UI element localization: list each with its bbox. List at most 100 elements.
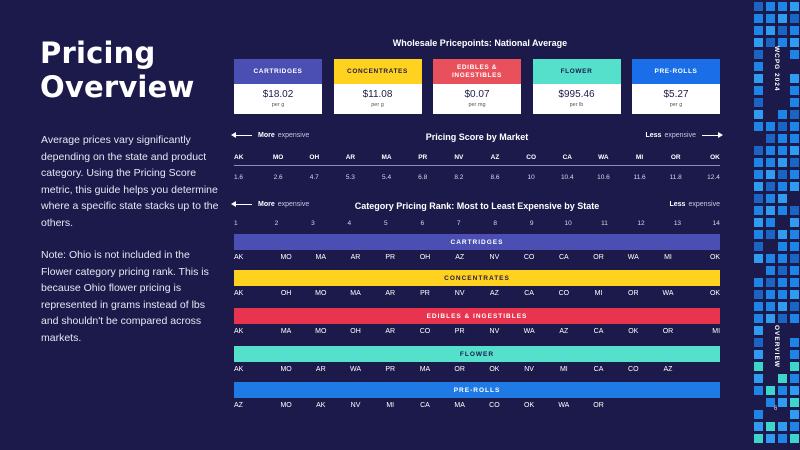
decorative-square — [778, 170, 787, 179]
decorative-square — [754, 86, 763, 95]
decorative-square — [790, 398, 799, 407]
score-state: AZ — [490, 154, 500, 161]
score-value: 12.4 — [707, 174, 720, 181]
decorative-square — [778, 422, 787, 431]
decorative-square — [766, 194, 775, 203]
decorative-square — [790, 422, 799, 431]
category-state: OR — [628, 290, 639, 297]
decorative-square — [790, 434, 799, 443]
decorative-square — [790, 410, 799, 419]
price-unit: per mg — [468, 102, 486, 108]
decorative-square — [754, 374, 763, 383]
category-state: AR — [385, 290, 396, 297]
decorative-square — [790, 38, 799, 47]
decorative-square — [766, 266, 775, 275]
decorative-square — [766, 182, 775, 191]
score-values-row: 1.6 2.6 4.7 5.3 5.4 6.8 8.2 8.6 10 10.4 10.6 11.6 11… — [234, 174, 720, 181]
decorative-square — [754, 350, 763, 359]
category-state: WA — [350, 366, 362, 373]
price-card-body: $995.46 per lb — [532, 84, 621, 114]
page-number: 6 — [774, 406, 778, 412]
description: Average prices vary significantly depend… — [41, 132, 221, 362]
decorative-square — [754, 386, 763, 395]
less-expensive-label: expensive — [664, 132, 696, 139]
decorative-square — [766, 302, 775, 311]
decorative-square — [754, 422, 763, 431]
rank-number: 12 — [637, 220, 645, 227]
category-bar: FLOWER — [234, 346, 720, 362]
decorative-square — [778, 110, 787, 119]
decorative-square — [790, 374, 799, 383]
rank-number: 1 — [234, 220, 238, 227]
score-value: 5.3 — [345, 174, 355, 181]
page-title: Pricing Overview — [40, 36, 195, 104]
score-state: AR — [345, 154, 356, 161]
decorative-square — [778, 158, 787, 167]
price-value: $18.02 — [262, 89, 294, 100]
more-label: More — [258, 132, 275, 139]
category-state: AZ — [489, 290, 499, 297]
decorative-square — [790, 158, 799, 167]
price-card: CARTRIDGES $18.02 per g — [234, 59, 322, 114]
rank-number: 5 — [384, 220, 388, 227]
decorative-square — [754, 206, 763, 215]
less-expensive-indicator: Less expensive — [670, 201, 721, 208]
decorative-square — [766, 38, 775, 47]
decorative-square — [790, 218, 799, 227]
decorative-square — [790, 86, 799, 95]
decorative-square — [754, 98, 763, 107]
decorative-square — [790, 242, 799, 251]
decorative-square — [790, 146, 799, 155]
price-card-label: PRE-ROLLS — [632, 59, 720, 84]
decorative-square — [790, 266, 799, 275]
category-state: OH — [350, 328, 361, 335]
score-value: 11.8 — [669, 174, 682, 181]
decorative-square — [778, 386, 787, 395]
decorative-square — [766, 230, 775, 239]
category-state: WA — [558, 402, 570, 409]
category-state: AK — [316, 402, 326, 409]
less-label: Less — [645, 132, 662, 139]
category-state: MA — [280, 328, 292, 335]
price-card-body: $5.27 per g — [632, 84, 720, 114]
decorative-square — [754, 338, 763, 347]
decorative-square — [778, 122, 787, 131]
category-state: MI — [386, 402, 395, 409]
decorative-square — [790, 122, 799, 131]
score-divider — [234, 165, 720, 166]
decorative-square — [766, 398, 775, 407]
category-state: CA — [558, 254, 569, 261]
price-card-label: FLOWER — [532, 59, 621, 84]
decorative-square — [778, 146, 787, 155]
category-state-row: AZ MO AK NV MI CA MA CO OK WA OR — [234, 402, 720, 409]
score-value: 10.4 — [560, 174, 574, 181]
category-bar: CONCENTRATES — [234, 270, 720, 286]
decorative-square — [766, 422, 775, 431]
decorative-square — [754, 218, 763, 227]
score-state: MA — [381, 154, 392, 161]
score-value: 6.8 — [418, 174, 428, 181]
price-value: $5.27 — [663, 89, 689, 100]
category-state: PR — [420, 290, 430, 297]
more-expensive-indicator: More expensive — [234, 201, 309, 208]
score-legend: More expensive Pricing Score by Market L… — [234, 132, 720, 144]
decorative-square — [766, 314, 775, 323]
rank-number: 11 — [601, 220, 608, 227]
category-state-row: AK MO MA AR PR OH AZ NV CO CA OR WA MI OK — [234, 254, 720, 261]
decorative-square — [778, 254, 787, 263]
score-value: 8.2 — [454, 174, 464, 181]
score-state: MI — [635, 154, 644, 161]
decorative-square — [754, 110, 763, 119]
arrow-left-icon — [234, 204, 252, 205]
category-state: PR — [454, 328, 465, 335]
decorative-squares — [752, 0, 800, 450]
category-state: AR — [385, 328, 396, 335]
decorative-square — [790, 50, 799, 59]
score-value: 2.6 — [273, 174, 283, 181]
decorative-square — [778, 134, 787, 143]
description-paragraph: Average prices vary significantly depend… — [41, 134, 219, 229]
score-value: 8.6 — [490, 174, 500, 181]
price-card: CONCENTRATES $11.08 per g — [333, 59, 422, 114]
more-expensive-indicator: More expensive — [234, 132, 309, 139]
description-note: Note: Ohio is not included in the Flower… — [41, 249, 209, 344]
